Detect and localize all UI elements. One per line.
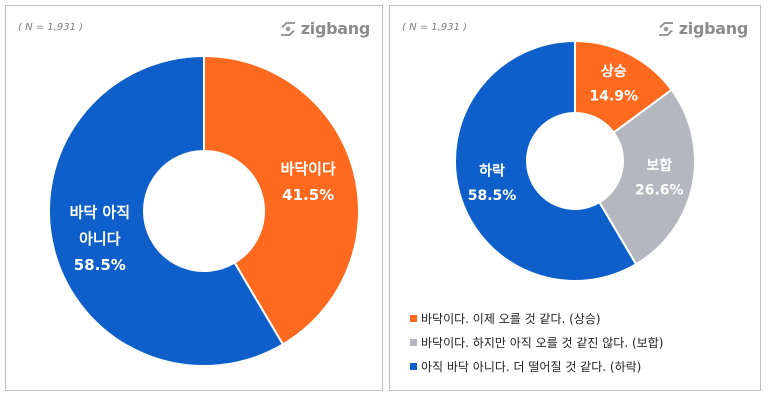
- legend-label: 아직 바닥 아니다. 더 떨어질 것 같다. (하락): [421, 359, 642, 374]
- zigbang-logo: zigbang: [279, 19, 370, 38]
- slice-category-label: 보합: [646, 157, 672, 174]
- pie-slice: [454, 39, 638, 282]
- slice-value-label: 14.9%: [590, 89, 639, 105]
- slice-category-label: 하락: [479, 162, 505, 179]
- slice-value-label: 58.5%: [468, 188, 517, 204]
- legend-swatch: [410, 338, 417, 346]
- slice-category-label: 바닥이다: [281, 160, 336, 178]
- legend-item: 바닥이다. 이제 오를 것 같다. (상승): [410, 306, 663, 330]
- sample-size-label: ( N = 1,931 ): [402, 22, 468, 33]
- slice-category-label: 상승: [601, 64, 627, 80]
- sample-size-label: ( N = 1,931 ): [18, 22, 84, 33]
- legend-swatch: [410, 362, 417, 370]
- chart-legend: 바닥이다. 이제 오를 것 같다. (상승) 바닥이다. 하지만 아직 오를 것 …: [410, 306, 663, 378]
- logo-text: zigbang: [300, 19, 371, 38]
- slice-value-label: 41.5%: [282, 186, 334, 204]
- zigbang-logo-icon: [280, 21, 295, 36]
- zigbang-logo: zigbang: [657, 19, 748, 38]
- slice-category-label: 바닥 아직: [70, 204, 130, 222]
- zigbang-logo-icon: [658, 21, 673, 36]
- right-chart-panel: ( N = 1,931 ) zigbang 상승 14.9% 보합 26.6% 하락 58…: [389, 5, 761, 391]
- donut-chart-right: 상승 14.9% 보합 26.6% 하락 58.5%: [454, 39, 696, 282]
- legend-label: 바닥이다. 이제 오를 것 같다. (상승): [421, 311, 601, 326]
- pie-slice: [598, 88, 696, 266]
- slice-value-label: 26.6%: [635, 182, 684, 198]
- legend-item: 바닥이다. 하지만 아직 오를 것 같진 않다. (보합): [410, 330, 663, 354]
- legend-item: 아직 바닥 아니다. 더 떨어질 것 같다. (하락): [410, 354, 663, 378]
- slice-value-label: 58.5%: [74, 256, 126, 274]
- pie-slice: [203, 54, 360, 346]
- slice-category-label: 아니다: [79, 230, 121, 248]
- legend-label: 바닥이다. 하지만 아직 오를 것 같진 않다. (보합): [421, 335, 664, 350]
- pie-slice: [574, 39, 674, 134]
- legend-swatch: [410, 314, 417, 322]
- pie-slice: [48, 54, 285, 367]
- logo-text: zigbang: [678, 19, 749, 38]
